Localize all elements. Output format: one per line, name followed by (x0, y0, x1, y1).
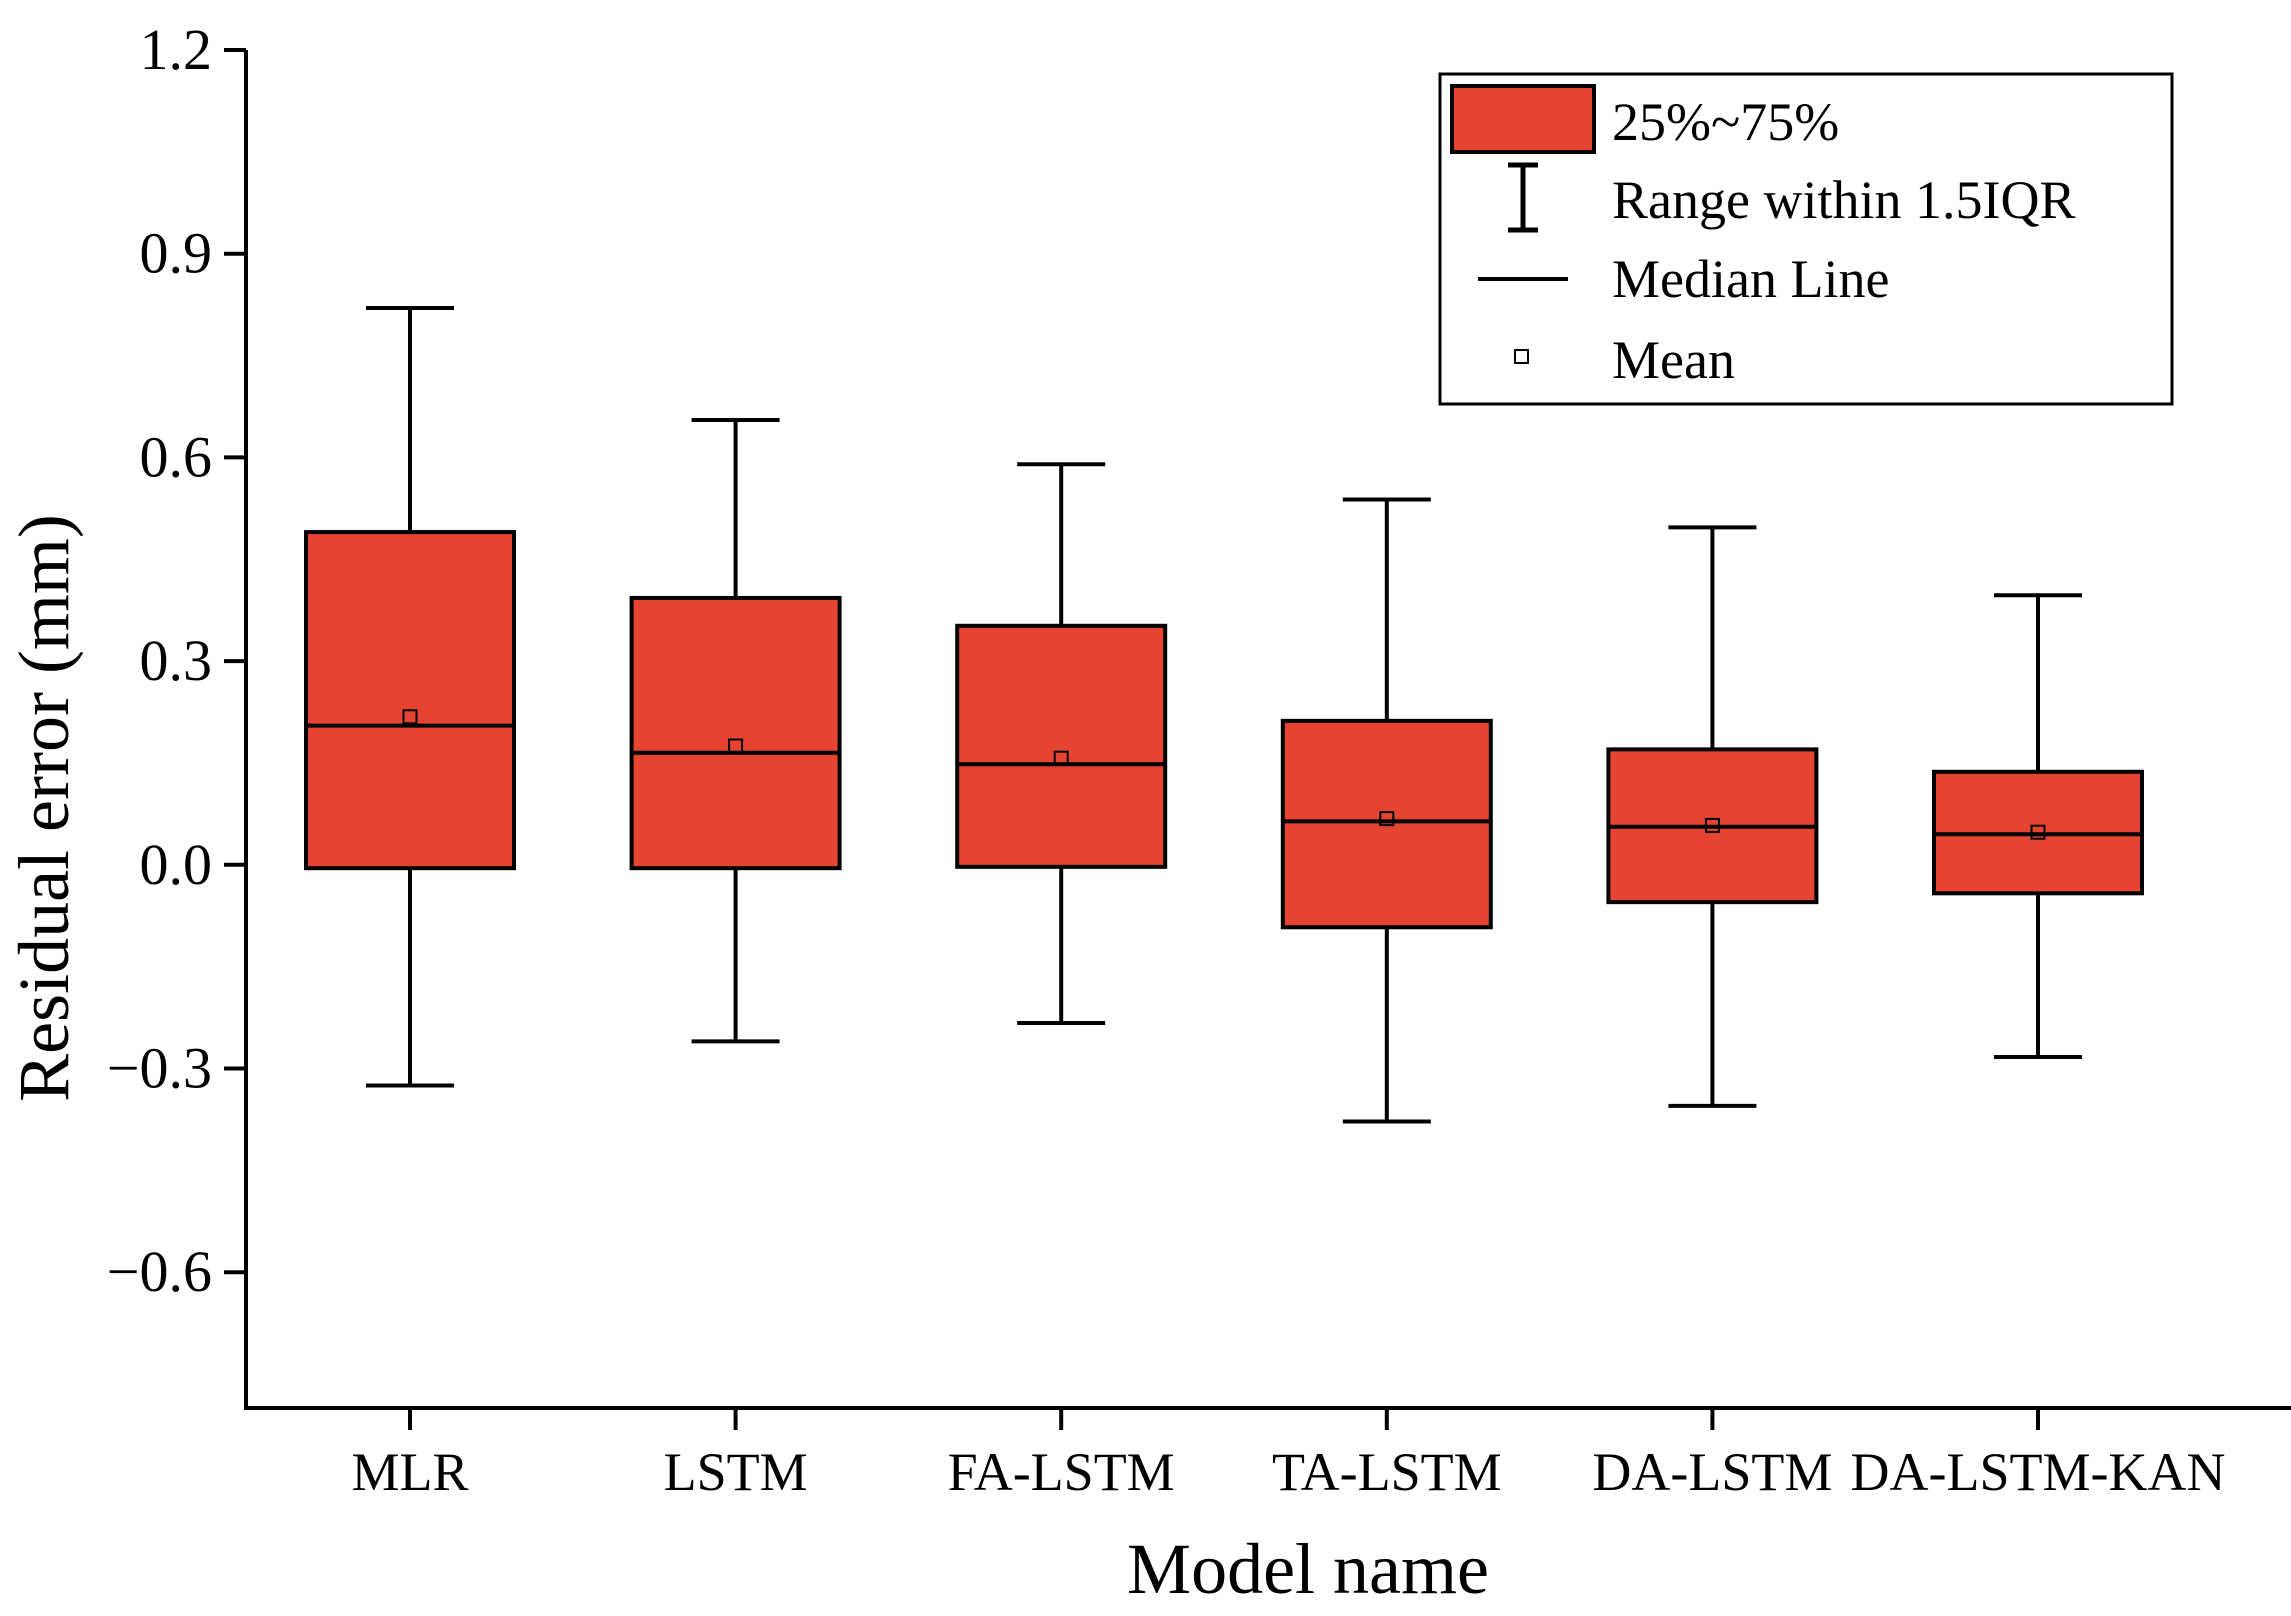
box-group-da-lstm-kan (1932, 593, 2144, 1059)
x-axis-title: Model name (1127, 1529, 1489, 1609)
y-tick-label: 1.2 (140, 17, 213, 82)
legend-label-whisker: Range within 1.5IQR (1612, 170, 2075, 230)
x-tick-label: DA-LSTM-KAN (1851, 1442, 2226, 1502)
mean-marker (1053, 750, 1069, 766)
box-group-fa-lstm (955, 462, 1168, 1026)
box-group-lstm (629, 418, 842, 1044)
boxes (304, 306, 2144, 1124)
box-group-da-lstm (1606, 525, 1819, 1108)
axes: −0.6 −0.3 0.0 0.3 0.6 0.9 1.2 MLR LSTM FA-LSTM TA-… (107, 17, 2291, 1502)
y-tick-label: −0.3 (107, 1036, 212, 1101)
iqr-box (629, 595, 842, 871)
x-tick-label: LSTM (664, 1442, 808, 1502)
mean-marker (1379, 811, 1395, 827)
mean-marker (728, 738, 744, 754)
iqr-box (1280, 718, 1493, 930)
legend-box-swatch (1450, 84, 1596, 154)
x-tick-label: MLR (351, 1442, 468, 1502)
y-tick-label: −0.6 (107, 1239, 212, 1304)
legend-whisker-swatch (1508, 162, 1538, 233)
legend-label-median: Median Line (1612, 249, 1889, 309)
box-group-mlr (304, 306, 516, 1088)
y-tick-label: 0.9 (140, 221, 213, 286)
legend-label-box: 25%~75% (1612, 92, 1839, 152)
x-tick-label: DA-LSTM (1592, 1442, 1832, 1502)
mean-marker (2030, 824, 2046, 840)
x-tick-label: FA-LSTM (948, 1442, 1175, 1502)
y-tick-label: 0.3 (140, 628, 213, 693)
legend-mean-swatch (1514, 349, 1529, 364)
legend-label-mean: Mean (1612, 330, 1735, 390)
mean-marker (402, 709, 418, 725)
y-axis-title: Residual error (mm) (4, 514, 84, 1102)
y-tick-label: 0.6 (140, 424, 213, 489)
mean-marker (1704, 817, 1720, 833)
legend: 25%~75% Range within 1.5IQR Median Line … (1438, 72, 2174, 406)
box-group-ta-lstm (1280, 497, 1493, 1124)
y-tick-label: 0.0 (140, 832, 213, 897)
x-tick-label: TA-LSTM (1272, 1442, 1502, 1502)
iqr-box (304, 530, 516, 871)
iqr-box (955, 623, 1168, 869)
